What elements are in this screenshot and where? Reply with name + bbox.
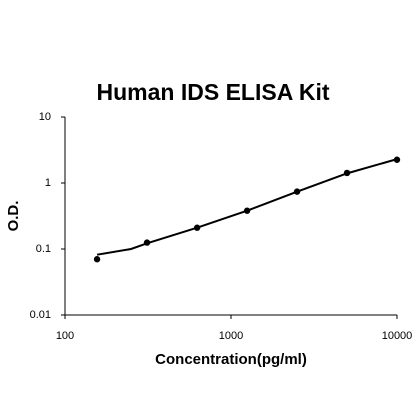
y-tick-label: 0.1 (36, 243, 51, 255)
y-axis-title: O.D. (5, 201, 22, 232)
y-tick-label: 0.01 (30, 309, 51, 321)
y-tick-label: 1 (45, 177, 51, 189)
data-point (93, 256, 101, 263)
y-tick-label: 10 (39, 111, 51, 123)
chart-title: Human IDS ELISA Kit (97, 79, 330, 105)
x-tick-label: 10000 (382, 330, 413, 342)
x-tick-label: 100 (56, 330, 74, 342)
x-tick-label: 1000 (219, 330, 243, 342)
x-axis-title: Concentration(pg/ml) (155, 351, 307, 368)
fit-curve (96, 158, 398, 256)
